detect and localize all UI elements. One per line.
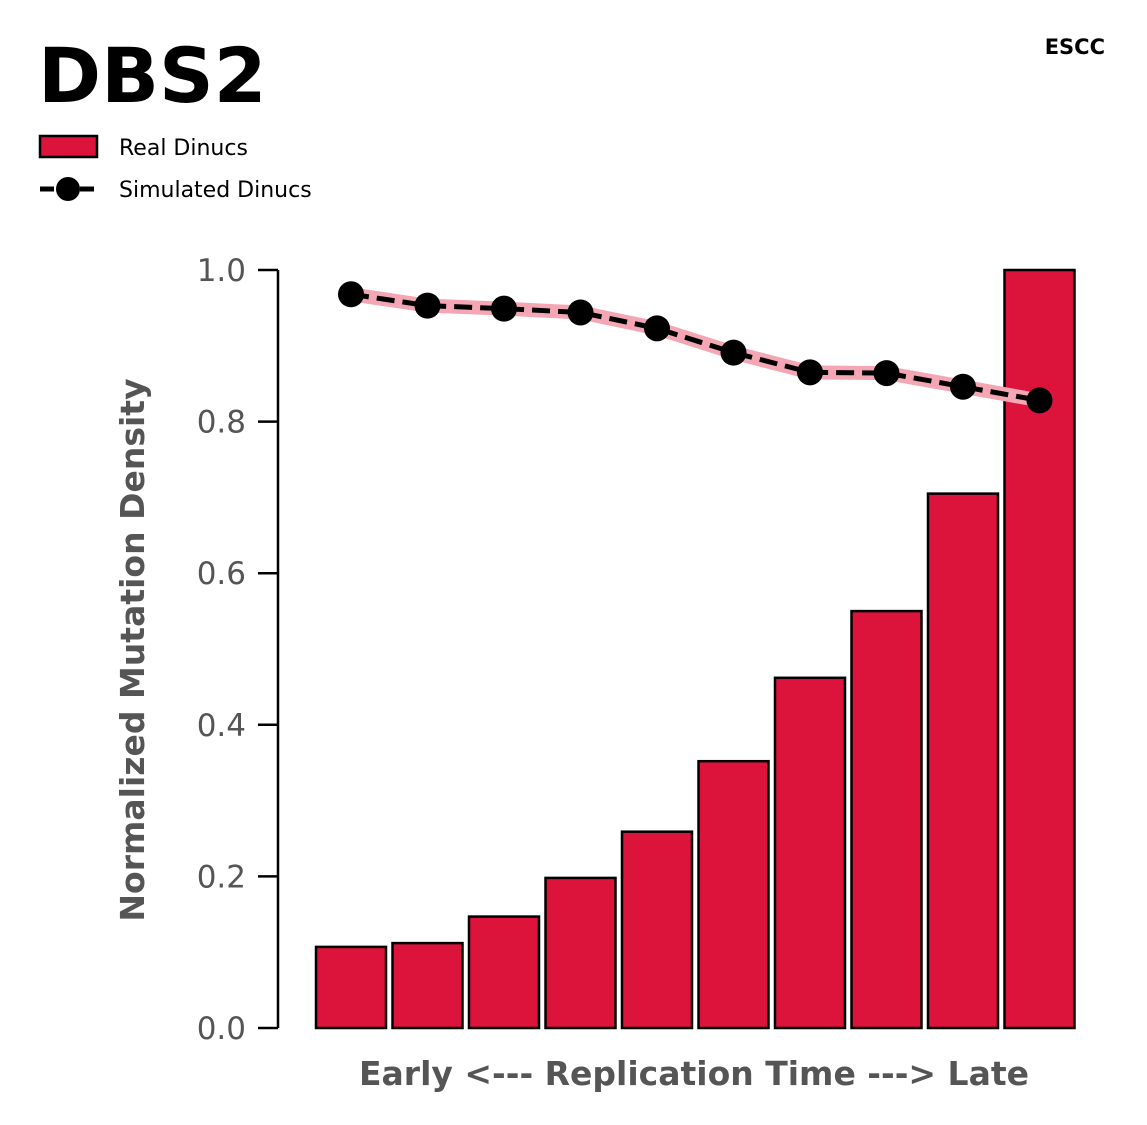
simulated-point-10 [1026,387,1053,414]
y-tick-label-1: 0.2 [197,859,246,895]
y-axis-label: Normalized Mutation Density [113,378,152,921]
simulated-point-7 [797,359,823,386]
bar-real-6 [697,759,770,1030]
simulated-point-3 [491,295,517,322]
bar-real-2 [391,941,464,1030]
legend-swatch-simulated-marker [56,177,80,201]
bar-real-5 [620,830,694,1030]
simulated-band [349,287,1041,408]
cancer-type-label: ESCC [1045,35,1105,59]
bar-real-7 [773,676,847,1030]
bar-real-1 [314,945,388,1030]
bar-real-10 [1003,268,1076,1030]
y-tick-label-2: 0.4 [197,708,246,744]
simulated-line [350,291,1040,403]
legend-label-simulated: Simulated Dinucs [119,178,312,203]
chart-title: DBS2 [38,31,267,120]
bar-real-9 [926,492,1000,1030]
simulated-point-2 [414,292,441,319]
simulated-point-9 [950,373,976,400]
plot-area: 0.0 0.2 0.4 0.6 0.8 1.0 [197,253,1076,1047]
x-axis-label: Early <--- Replication Time ---> Late [359,1054,1029,1093]
bar-real-3 [467,915,541,1030]
legend-label-real: Real Dinucs [119,136,248,161]
simulated-point-8 [873,360,900,387]
bar-real-8 [850,609,923,1030]
y-tick-label-4: 0.8 [197,405,246,441]
simulated-point-6 [720,339,747,366]
legend-swatch-real [38,134,99,159]
simulated-point-1 [338,281,364,308]
simulated-point-4 [567,299,594,326]
bar-real-4 [544,876,617,1030]
y-tick-label-0: 0.0 [197,1011,246,1047]
legend: Real Dinucs Simulated Dinucs [38,134,312,203]
y-tick-label-3: 0.6 [197,556,246,592]
y-tick-label-5: 1.0 [197,253,246,289]
simulated-point-5 [644,315,670,342]
